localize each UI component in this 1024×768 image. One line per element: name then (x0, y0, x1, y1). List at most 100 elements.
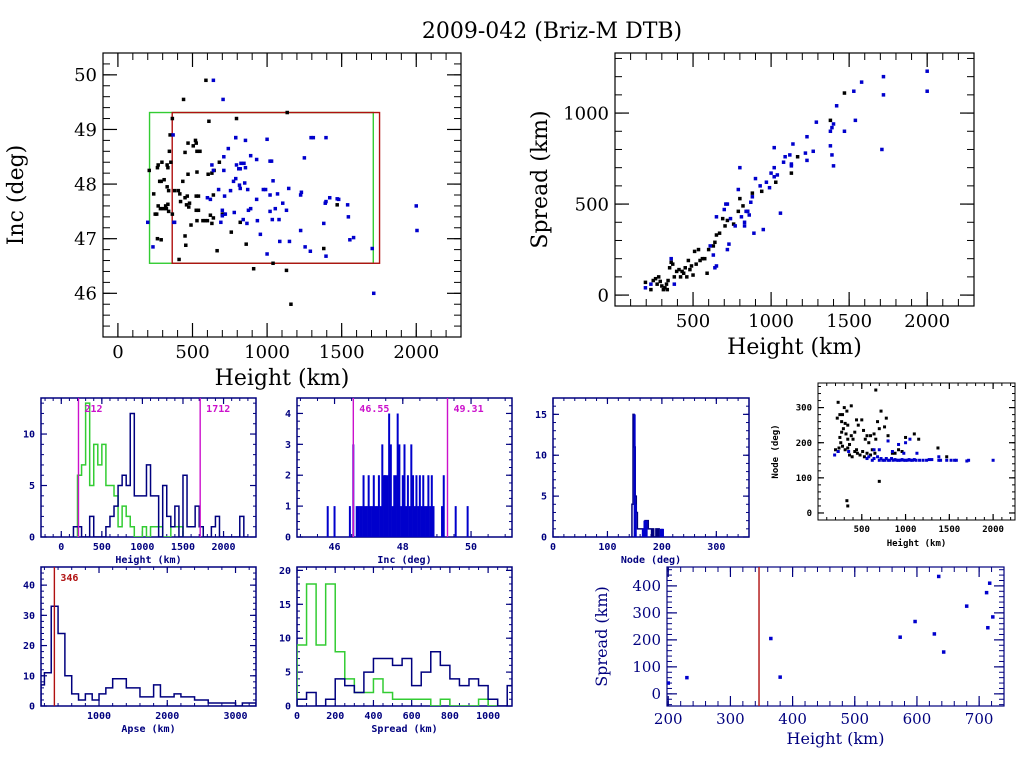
y-tick-label: 0 (285, 702, 291, 713)
data-point (843, 448, 847, 452)
data-point (698, 258, 702, 263)
data-point (178, 199, 183, 204)
data-point (727, 242, 731, 246)
y-tick-label: 0 (541, 533, 547, 544)
data-point (184, 203, 189, 207)
histogram-bin (383, 692, 393, 706)
data-point (160, 160, 164, 164)
data-point (234, 135, 238, 140)
data-point (965, 459, 969, 463)
x-axis-label: Height (km) (887, 538, 947, 549)
data-point (828, 129, 833, 134)
data-point (248, 206, 253, 211)
data-point (876, 420, 880, 424)
y-tick-label: 0 (598, 285, 609, 306)
plot-area (41, 605, 256, 706)
data-point (843, 421, 847, 425)
data-point (258, 232, 263, 237)
plot-frame (40, 397, 257, 538)
data-point (681, 271, 686, 275)
data-point (238, 220, 242, 225)
data-point (912, 458, 916, 462)
data-point (874, 437, 878, 441)
data-point (895, 458, 899, 462)
data-point (860, 418, 864, 422)
panel-node-histogram: 0 100 200 300 0 5 10 15 Node (deg) (535, 397, 750, 566)
data-point (271, 179, 275, 183)
data-point (769, 171, 773, 175)
histogram-bin (421, 699, 431, 706)
data-point (898, 458, 902, 462)
data-point (346, 215, 351, 219)
data-point (932, 632, 937, 636)
histogram-bin (106, 688, 113, 706)
x-tick-label: 200 (653, 542, 671, 553)
data-point (849, 434, 853, 438)
y-tick-label: 0 (285, 533, 291, 544)
data-point (742, 224, 747, 228)
data-point (839, 441, 843, 445)
data-point (221, 97, 225, 102)
data-point (881, 93, 886, 97)
data-point (649, 287, 653, 292)
y-tick-label: 500 (575, 194, 609, 215)
data-point (689, 264, 694, 268)
histogram-bin (297, 699, 307, 706)
x-axis-label: Height (km) (787, 729, 885, 748)
data-point (758, 184, 762, 188)
x-tick-label: 1000 (748, 311, 794, 332)
data-point (671, 262, 675, 266)
y-tick-label: 20 (23, 641, 35, 652)
y-tick-label: 49 (74, 120, 97, 141)
data-point (897, 458, 901, 462)
data-point (862, 428, 866, 432)
histogram-bin (354, 692, 364, 706)
data-point (846, 437, 850, 441)
data-point (166, 202, 170, 207)
x-tick-label: 200 (326, 711, 344, 722)
y-tick-label: 10 (23, 430, 35, 441)
data-point (789, 164, 794, 168)
histogram-navy-population (297, 651, 512, 706)
y-tick-label: 2 (285, 471, 291, 482)
plot-area (146, 78, 419, 306)
data-point (909, 458, 913, 462)
y-tick-label: 200 (632, 631, 661, 649)
data-point (302, 156, 307, 160)
data-point (228, 188, 233, 193)
data-point (847, 450, 851, 453)
histogram-bin (118, 527, 122, 537)
data-point (207, 119, 211, 124)
data-point (268, 209, 272, 214)
data-point (893, 458, 897, 462)
data-point (238, 167, 242, 171)
data-point (772, 165, 776, 170)
data-point (243, 138, 248, 143)
x-tick-label: 1000 (476, 711, 500, 722)
minor-ticks (552, 397, 750, 538)
data-point (696, 247, 701, 252)
data-point (964, 604, 969, 608)
data-point (234, 116, 239, 121)
data-point (941, 650, 946, 654)
data-point (161, 206, 166, 211)
data-point (193, 138, 198, 143)
data-point (220, 208, 225, 213)
histogram-bin (307, 584, 317, 706)
data-point (925, 69, 929, 73)
histogram-bin (649, 529, 650, 537)
data-point (669, 256, 673, 261)
histogram-bin (641, 529, 642, 537)
data-point (270, 217, 275, 222)
data-point (176, 188, 181, 193)
histogram-bin (459, 686, 469, 706)
data-point (663, 286, 667, 290)
plot-area (326, 413, 469, 537)
data-point (195, 170, 199, 174)
data-point (725, 218, 730, 223)
panel-spread-vs-height: 500 1000 1500 2000 0 500 1000 Height (km) Spread… (528, 52, 975, 360)
data-point (775, 173, 780, 177)
histogram-bin (335, 679, 345, 706)
data-point (371, 291, 376, 296)
data-point (664, 282, 669, 286)
